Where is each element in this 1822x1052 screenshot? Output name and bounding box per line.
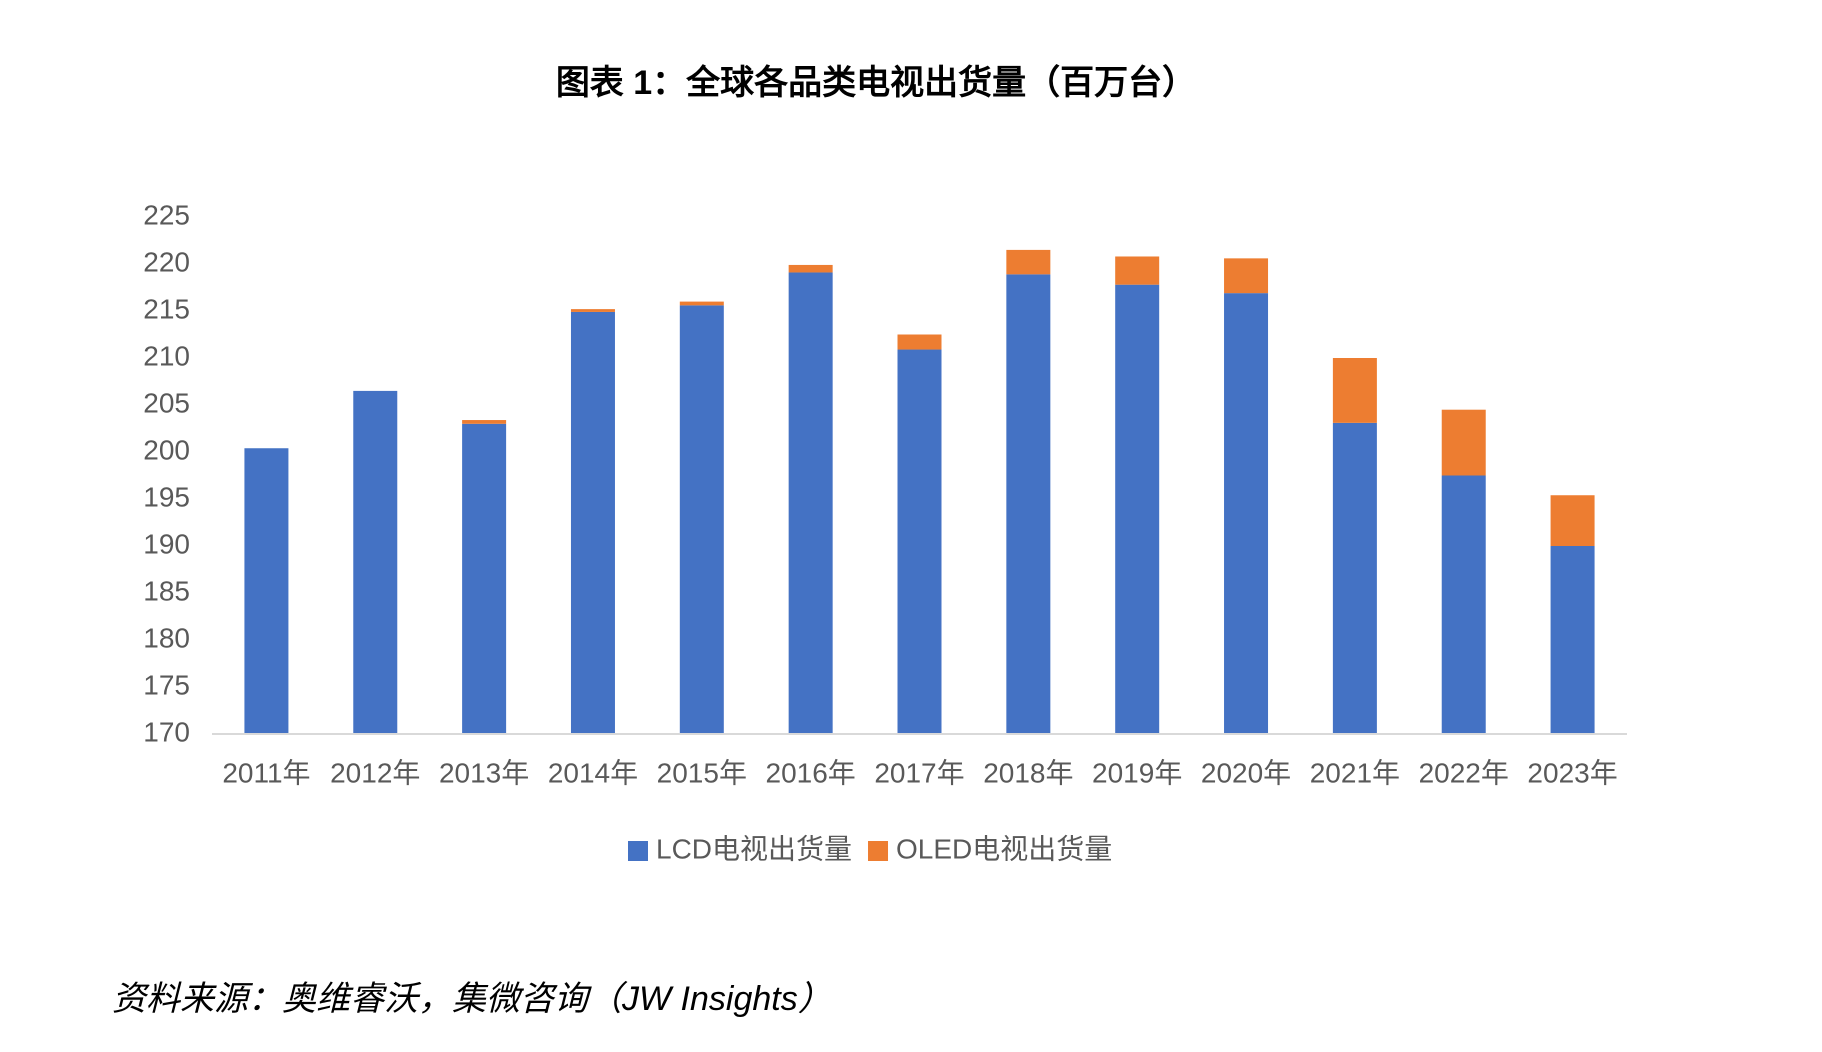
y-tick-label: 195 [143,481,190,512]
bar-segment [1224,258,1269,294]
bar-segment [1550,495,1595,546]
y-tick-label: 180 [143,622,190,653]
y-tick-label: 170 [143,716,190,747]
bar-segment [1224,293,1269,734]
y-tick-label: 210 [143,340,190,371]
y-tick-label: 185 [143,575,190,606]
x-tick-label: 2022年 [1419,757,1509,788]
bar-segment [679,301,724,306]
x-tick-label: 2012年 [330,757,420,788]
x-tick-label: 2018年 [983,757,1073,788]
y-tick-label: 200 [143,434,190,465]
legend-label: LCD电视出货量 [656,833,852,864]
x-tick-label: 2023年 [1527,757,1617,788]
x-tick-label: 2017年 [874,757,964,788]
y-tick-label: 205 [143,387,190,418]
bar-segment [1006,274,1051,734]
bar-segment [1006,249,1051,275]
bar-segment [462,420,507,424]
bar-segment [244,448,289,734]
x-tick-label: 2016年 [766,757,856,788]
bar-segment [897,349,942,734]
y-tick-label: 175 [143,669,190,700]
bar-segment [1332,422,1377,734]
x-tick-label: 2015年 [657,757,747,788]
x-tick-label: 2019年 [1092,757,1182,788]
legend-label: OLED电视出货量 [896,833,1112,864]
bar-segment [897,334,942,350]
bar-segment [1441,409,1486,476]
x-tick-label: 2021年 [1310,757,1400,788]
bar-segment [788,264,833,273]
bar-segment [570,309,615,312]
bar-segment [353,390,398,734]
source-note: 资料来源：奥维睿沃，集微咨询（JW Insights） [112,980,832,1018]
x-tick-label: 2020年 [1201,757,1291,788]
bar-segment [1115,256,1160,285]
x-tick-label: 2014年 [548,757,638,788]
y-tick-label: 190 [143,528,190,559]
x-tick-label: 2011年 [222,757,310,788]
chart-title: 图表 1：全球各品类电视出货量（百万台） [556,63,1196,102]
bar-segment [1115,284,1160,734]
bar-segment [1550,546,1595,734]
y-tick-label: 215 [143,293,190,324]
bar-segment [679,305,724,734]
y-tick-label: 225 [143,199,190,230]
legend-swatch [628,841,648,861]
bar-segment [1332,358,1377,423]
bar-segment [1441,475,1486,734]
bar-segment [570,311,615,734]
y-tick-label: 220 [143,246,190,277]
legend-swatch [868,841,889,861]
bar-segment [462,423,507,734]
x-tick-label: 2013年 [439,757,529,788]
bar-segment [788,272,833,734]
